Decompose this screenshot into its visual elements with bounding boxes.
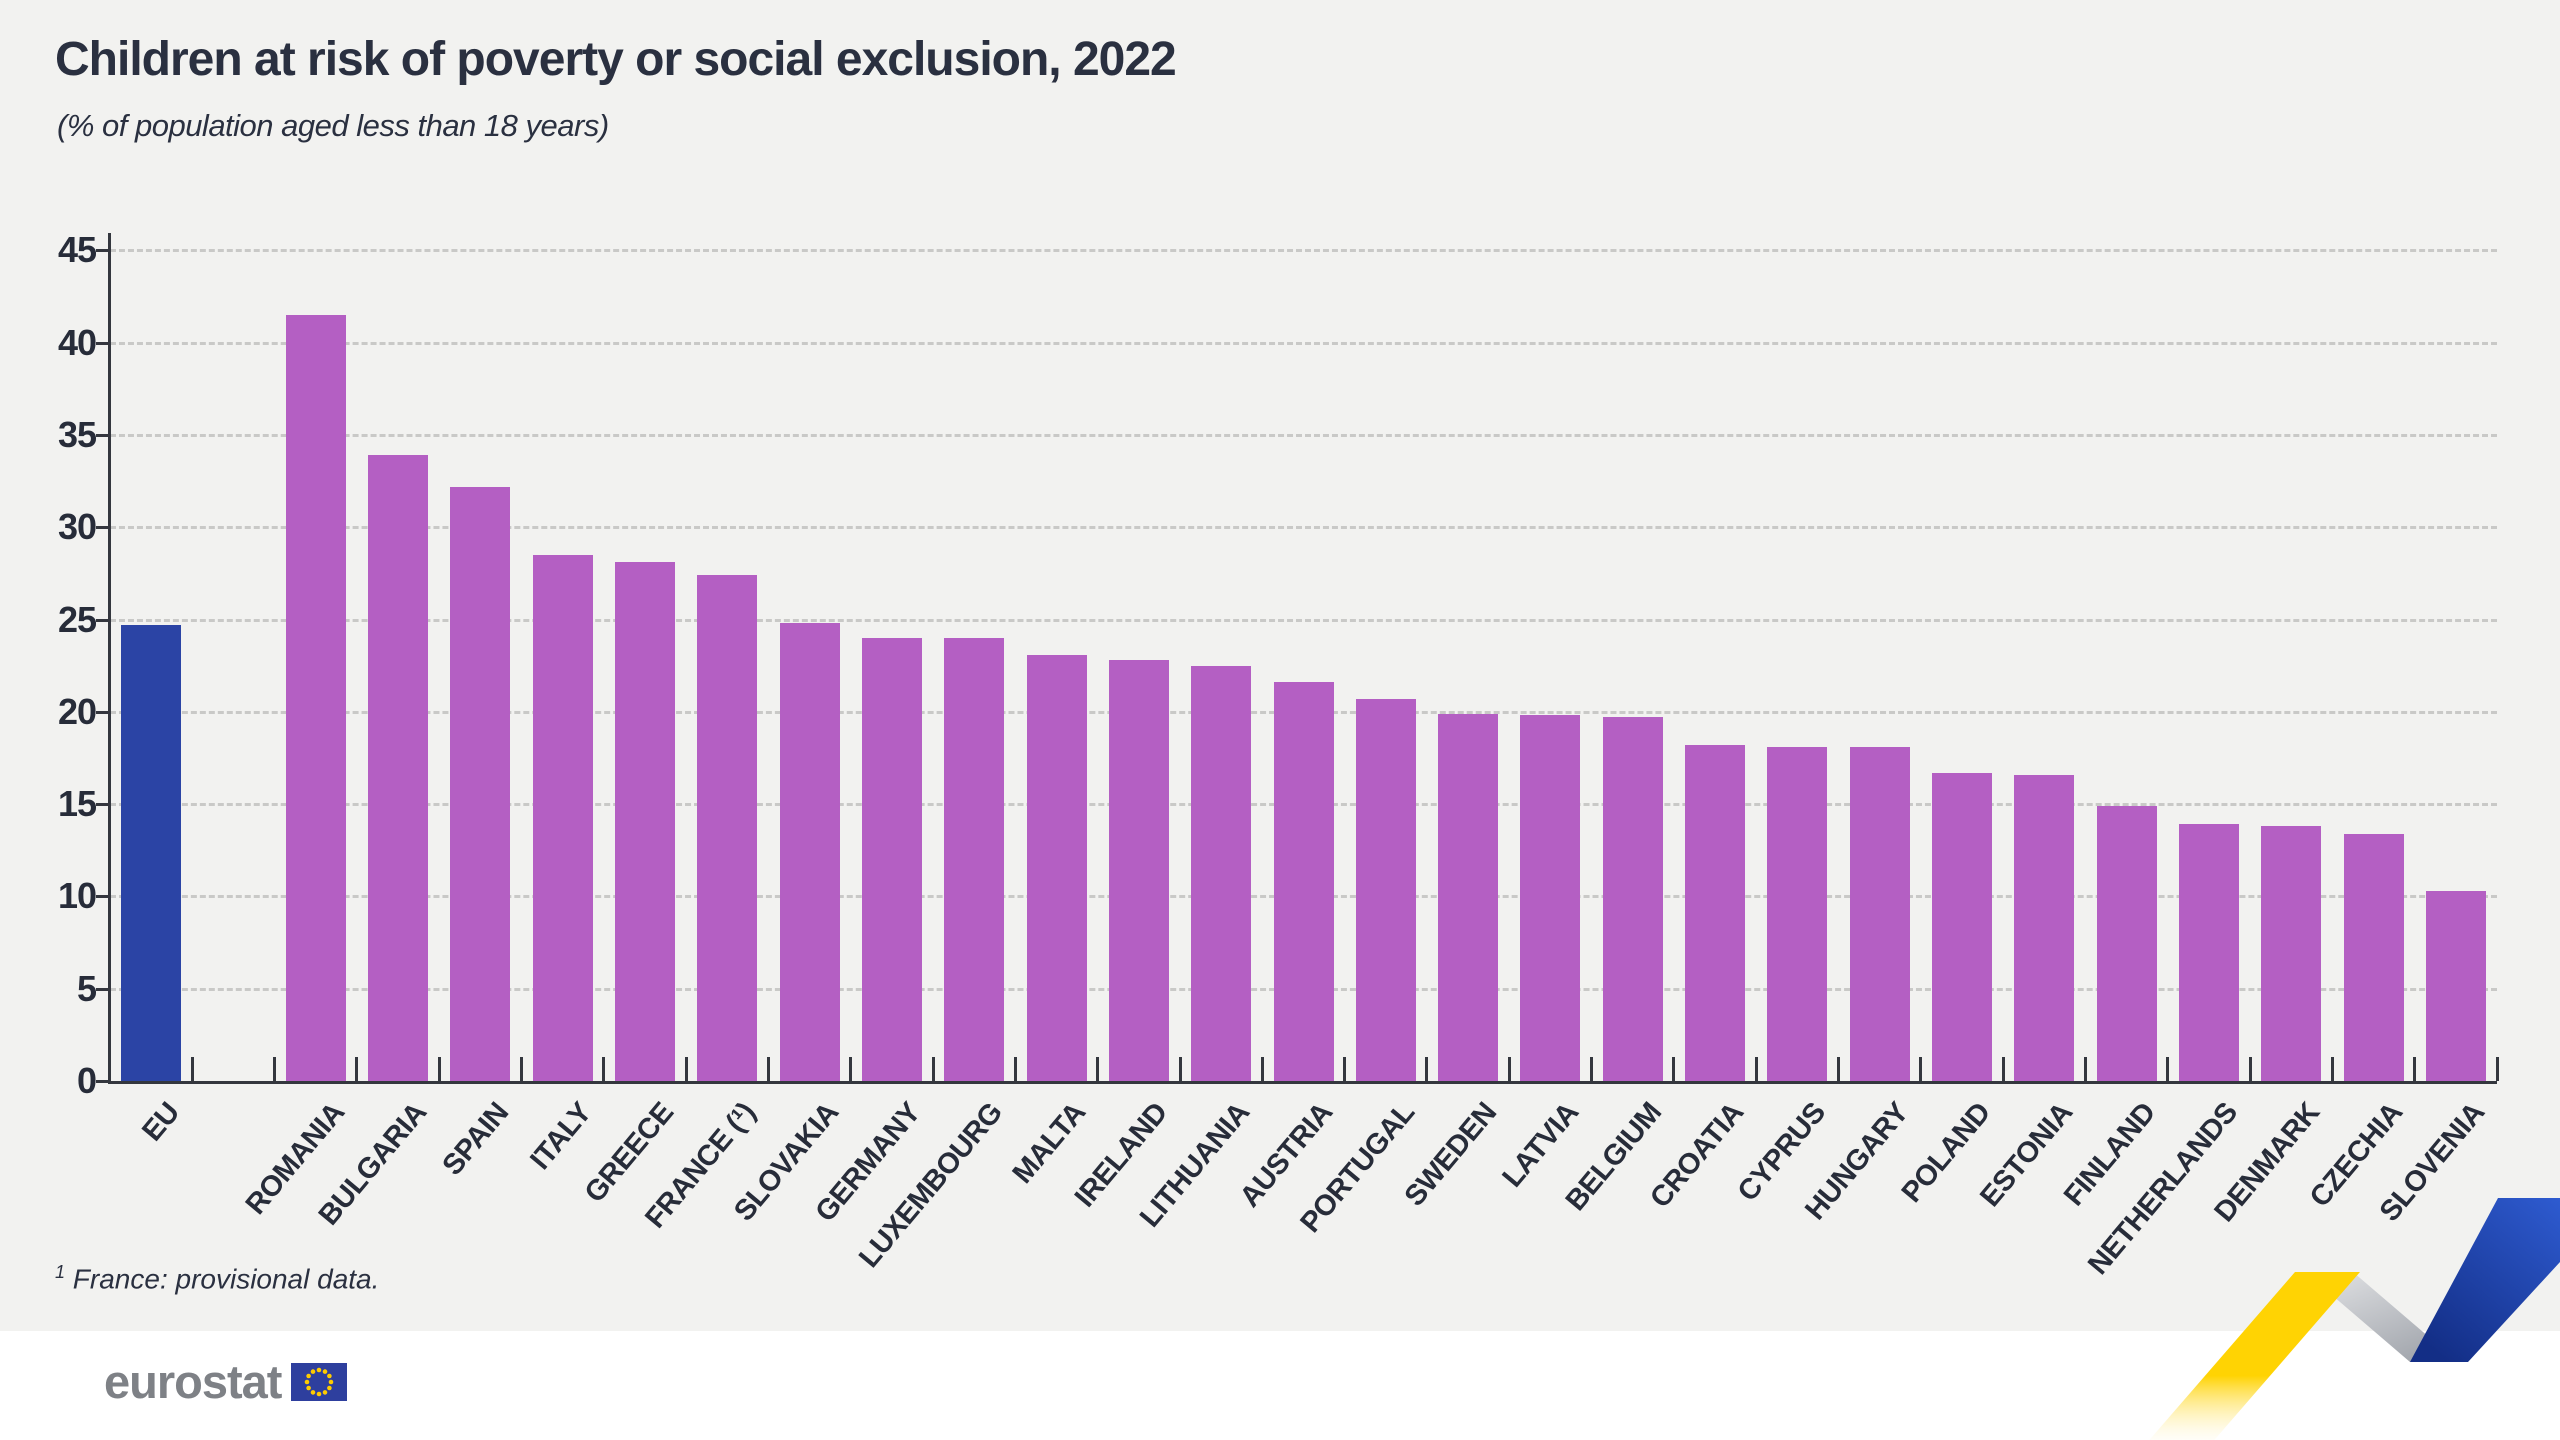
- y-axis-tick-10: [96, 895, 110, 899]
- bar-estonia: [2014, 774, 2075, 1081]
- x-axis-tick-17: [1507, 1057, 1511, 1081]
- x-axis-tick-10: [931, 1057, 935, 1081]
- y-axis-tick-45: [96, 249, 110, 253]
- bar-romania: [285, 314, 346, 1081]
- bar-spain: [450, 486, 511, 1081]
- bar-belgium: [1602, 717, 1663, 1081]
- y-axis-label-0: 0: [76, 1060, 97, 1101]
- bar-austria: [1273, 682, 1334, 1081]
- bar-finland: [2096, 805, 2157, 1081]
- y-axis-tick-25: [96, 618, 110, 622]
- bar-france: [697, 575, 758, 1081]
- x-axis-tick-19: [1672, 1057, 1676, 1081]
- footnote: 1 France: provisional data.: [55, 1262, 379, 1295]
- bar-ireland: [1108, 660, 1169, 1081]
- bar-greece: [615, 562, 676, 1081]
- y-axis-tick-5: [96, 987, 110, 991]
- y-axis-tick-35: [96, 433, 110, 437]
- y-axis-tick-20: [96, 710, 110, 714]
- x-axis-tick-22: [1919, 1057, 1923, 1081]
- bar-latvia: [1520, 715, 1581, 1081]
- x-axis-tick-18: [1590, 1057, 1594, 1081]
- ribbon-blue-band: [2410, 1198, 2560, 1362]
- bar-croatia: [1685, 745, 1746, 1081]
- bar-lithuania: [1191, 665, 1252, 1081]
- gridline-30: [110, 526, 2497, 530]
- bar-slovakia: [779, 623, 840, 1081]
- x-axis-tick-23: [2001, 1057, 2005, 1081]
- x-axis-tick-27: [2330, 1057, 2334, 1081]
- x-axis-tick-13: [1178, 1057, 1182, 1081]
- x-axis-tick-3: [355, 1057, 359, 1081]
- x-axis-tick-28: [2413, 1057, 2417, 1081]
- x-axis-tick-20: [1754, 1057, 1758, 1081]
- ribbon-silver-band: [2305, 1272, 2458, 1362]
- x-axis-line: [108, 1081, 2497, 1084]
- footer-band: [0, 1331, 2560, 1440]
- x-axis-tick-16: [1425, 1057, 1429, 1081]
- decorative-ribbon-graphic: [2149, 1198, 2560, 1440]
- x-axis-tick-11: [1013, 1057, 1017, 1081]
- y-axis-label-20: 20: [57, 690, 97, 732]
- bar-luxembourg: [944, 637, 1005, 1081]
- bar-bulgaria: [368, 455, 429, 1081]
- bar-slovenia: [2425, 890, 2486, 1081]
- gridline-35: [110, 433, 2497, 437]
- bar-czechia: [2343, 833, 2404, 1081]
- x-axis-tick-26: [2248, 1057, 2252, 1081]
- x-axis-tick-7: [684, 1057, 688, 1081]
- x-axis-tick-14: [1260, 1057, 1264, 1081]
- footnote-text: France: provisional data.: [72, 1263, 380, 1295]
- x-axis-tick-21: [1837, 1057, 1841, 1081]
- y-axis-line: [108, 233, 111, 1084]
- y-axis-label-10: 10: [57, 875, 97, 917]
- x-axis-tick-24: [2083, 1057, 2087, 1081]
- y-axis-tick-30: [96, 526, 110, 530]
- eurostat-logo: eurostat: [104, 1355, 348, 1408]
- x-axis-tick-12: [1096, 1057, 1100, 1081]
- bar-sweden: [1438, 713, 1499, 1081]
- gridline-45: [110, 249, 2497, 253]
- bar-poland: [1931, 772, 1992, 1081]
- eu-flag-icon: [291, 1362, 348, 1401]
- x-axis-tick-1: [190, 1057, 194, 1081]
- footnote-marker: 1: [55, 1262, 66, 1282]
- y-axis-tick-0: [96, 1080, 110, 1083]
- x-axis-tick-25: [2166, 1057, 2170, 1081]
- gridline-25: [110, 618, 2497, 622]
- bar-eu: [121, 625, 182, 1081]
- y-axis-label-30: 30: [57, 506, 97, 548]
- y-axis-label-45: 45: [57, 229, 97, 271]
- bar-germany: [861, 637, 922, 1081]
- x-axis-tick-4: [437, 1057, 441, 1081]
- x-axis-tick-2: [273, 1057, 277, 1081]
- bar-portugal: [1355, 698, 1416, 1081]
- chart-title: Children at risk of poverty or social ex…: [55, 33, 1177, 86]
- bar-cyprus: [1767, 746, 1828, 1081]
- x-axis-tick-5: [520, 1057, 524, 1081]
- y-axis-label-25: 25: [57, 598, 97, 640]
- bar-italy: [532, 554, 593, 1081]
- y-axis-tick-15: [96, 803, 110, 807]
- x-axis-tick-6: [602, 1057, 606, 1081]
- bar-malta: [1026, 654, 1087, 1081]
- y-axis-label-35: 35: [57, 413, 97, 455]
- ribbon-yellow-band: [2149, 1272, 2360, 1440]
- x-axis-tick-29: [2495, 1057, 2499, 1081]
- x-axis-tick-9: [849, 1057, 853, 1081]
- y-axis-label-5: 5: [76, 967, 97, 1009]
- bar-netherlands: [2178, 824, 2239, 1081]
- bar-denmark: [2261, 826, 2322, 1081]
- x-axis-tick-8: [766, 1057, 770, 1081]
- y-axis-label-40: 40: [57, 321, 97, 363]
- x-axis-tick-15: [1343, 1057, 1347, 1081]
- gridline-40: [110, 341, 2497, 345]
- bar-hungary: [1849, 746, 1910, 1081]
- y-axis-label-15: 15: [57, 783, 97, 825]
- y-axis-tick-40: [96, 341, 110, 345]
- eurostat-logo-text: eurostat: [104, 1355, 282, 1408]
- chart-subtitle: (% of population aged less than 18 years…: [57, 108, 609, 143]
